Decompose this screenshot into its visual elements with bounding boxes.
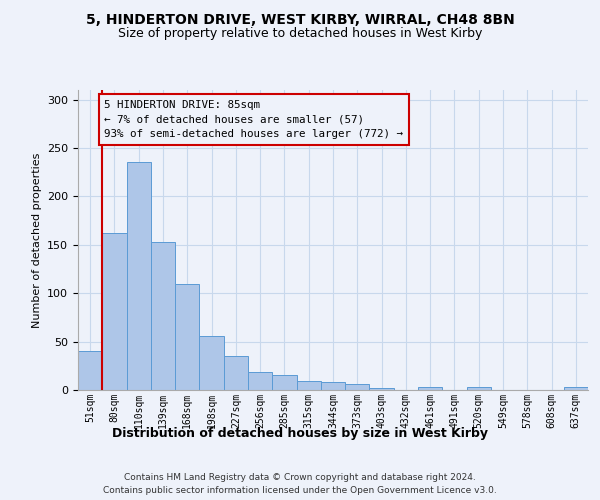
Bar — [175, 284, 199, 390]
Bar — [199, 336, 224, 390]
Text: Contains public sector information licensed under the Open Government Licence v3: Contains public sector information licen… — [103, 486, 497, 495]
Bar — [248, 372, 272, 390]
Y-axis label: Number of detached properties: Number of detached properties — [32, 152, 41, 328]
Text: Distribution of detached houses by size in West Kirby: Distribution of detached houses by size … — [112, 428, 488, 440]
Bar — [296, 382, 321, 390]
Bar — [224, 356, 248, 390]
Bar — [418, 387, 442, 390]
Bar — [467, 387, 491, 390]
Text: 5 HINDERTON DRIVE: 85sqm
← 7% of detached houses are smaller (57)
93% of semi-de: 5 HINDERTON DRIVE: 85sqm ← 7% of detache… — [104, 100, 403, 140]
Bar — [370, 388, 394, 390]
Bar — [151, 242, 175, 390]
Text: Size of property relative to detached houses in West Kirby: Size of property relative to detached ho… — [118, 28, 482, 40]
Bar — [127, 162, 151, 390]
Bar — [102, 233, 127, 390]
Bar — [272, 376, 296, 390]
Bar — [321, 382, 345, 390]
Text: Contains HM Land Registry data © Crown copyright and database right 2024.: Contains HM Land Registry data © Crown c… — [124, 472, 476, 482]
Bar — [345, 384, 370, 390]
Bar — [564, 387, 588, 390]
Text: 5, HINDERTON DRIVE, WEST KIRBY, WIRRAL, CH48 8BN: 5, HINDERTON DRIVE, WEST KIRBY, WIRRAL, … — [86, 12, 514, 26]
Bar — [78, 352, 102, 390]
